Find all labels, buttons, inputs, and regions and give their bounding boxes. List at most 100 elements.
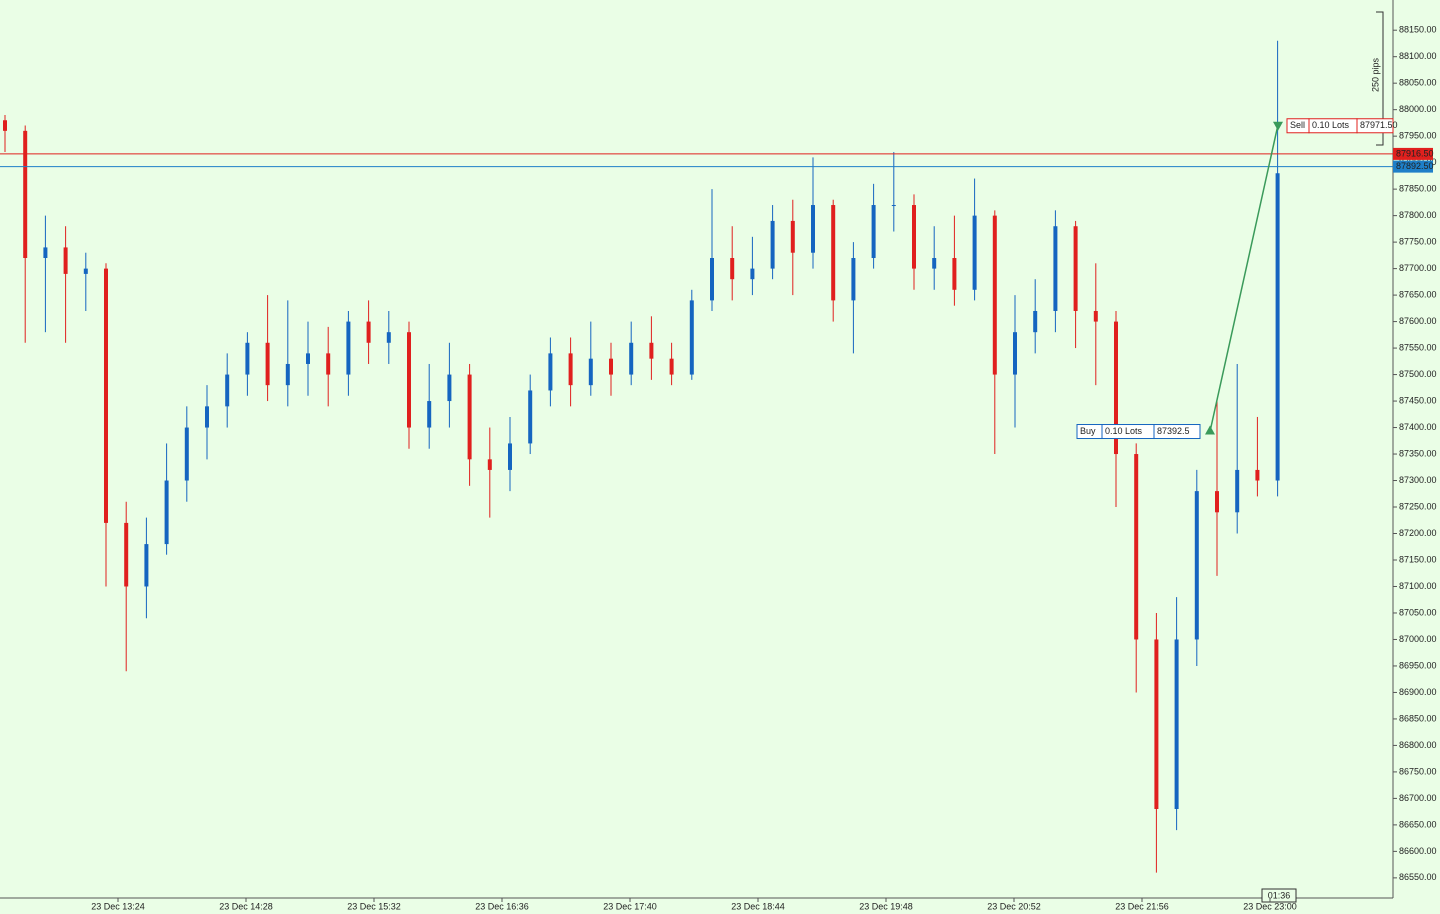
buy-box <box>1153 424 1201 440</box>
sell-arrow <box>1273 121 1283 131</box>
y-tick-label: 86750.00 <box>1399 766 1437 776</box>
y-tick-label: 87800.00 <box>1399 210 1437 220</box>
y-tick-label: 87350.00 <box>1399 448 1437 458</box>
candle-body <box>972 215 977 290</box>
candle-body <box>63 247 68 274</box>
candle-body <box>1174 639 1179 809</box>
y-tick-label: 87000.00 <box>1399 634 1437 644</box>
ruler: 250 pips <box>1370 11 1384 146</box>
candle-body <box>952 258 957 290</box>
candle-body <box>487 459 492 470</box>
y-tick-label: 87050.00 <box>1399 607 1437 617</box>
y-tick-label: 87250.00 <box>1399 501 1437 511</box>
ruler-label: 250 pips <box>1370 57 1380 92</box>
candle-body <box>871 205 876 259</box>
candle-body <box>508 443 512 470</box>
candle-body <box>23 130 28 259</box>
candle-body <box>528 390 533 444</box>
trade-line <box>1209 124 1279 432</box>
candle-body <box>265 342 270 386</box>
candle-body <box>1134 454 1139 640</box>
candle-body <box>669 358 674 375</box>
candle-body <box>548 353 553 391</box>
y-tick-label: 87450.00 <box>1399 395 1437 405</box>
x-tick-label: 23 Dec 23:00 <box>1243 901 1297 911</box>
candle-body <box>386 332 391 343</box>
candle-body <box>285 363 290 386</box>
timer: 01:36 <box>1261 888 1297 903</box>
candle-body <box>467 374 472 460</box>
y-tick-label: 88150.00 <box>1399 25 1437 35</box>
candle-body <box>1215 491 1219 513</box>
x-tick-label: 23 Dec 18:44 <box>731 901 785 911</box>
candle-body <box>790 220 795 253</box>
y-tick-label: 86550.00 <box>1399 872 1437 882</box>
y-tick-label: 86600.00 <box>1399 846 1437 856</box>
candle-body <box>588 358 593 386</box>
sell-label: 0.10 Lots <box>1312 120 1350 130</box>
y-tick-label: 86900.00 <box>1399 687 1437 697</box>
candle-body <box>1235 469 1240 513</box>
candle-body <box>568 353 573 386</box>
candle-body <box>184 427 189 481</box>
candle-body <box>851 258 856 301</box>
candle-body <box>1033 310 1038 333</box>
y-tick-label: 87300.00 <box>1399 475 1437 485</box>
x-tick-label: 23 Dec 13:24 <box>91 901 145 911</box>
y-tick-label: 86850.00 <box>1399 713 1437 723</box>
candle-body <box>1093 310 1098 322</box>
candle-body <box>811 205 815 253</box>
y-tick-label: 87550.00 <box>1399 342 1437 352</box>
timer-label: 01:36 <box>1268 890 1291 900</box>
candle-body <box>730 258 735 280</box>
candle-body <box>447 374 452 402</box>
candle-body <box>1154 639 1159 809</box>
candle-body <box>932 258 937 269</box>
candle-body <box>1275 173 1280 481</box>
x-tick-label: 23 Dec 15:32 <box>347 901 401 911</box>
candle-body <box>83 268 88 274</box>
y-tick-label: 87400.00 <box>1399 422 1437 432</box>
candle-body <box>366 321 371 343</box>
candle-body <box>1114 321 1118 455</box>
x-tick-label: 23 Dec 21:56 <box>1115 901 1169 911</box>
candle-body <box>891 205 896 207</box>
candle-body <box>43 247 48 259</box>
candle-body <box>144 544 149 587</box>
y-tick-label: 87100.00 <box>1399 581 1437 591</box>
candle-body <box>750 268 755 280</box>
y-tick-label: 87500.00 <box>1399 369 1437 379</box>
y-tick-label: 88100.00 <box>1399 51 1437 61</box>
candle-body <box>1194 491 1199 640</box>
candle-body <box>629 342 634 375</box>
sell-label: Sell <box>1290 120 1305 130</box>
y-tick-label: 86950.00 <box>1399 660 1437 670</box>
candle-body <box>225 374 230 407</box>
buy-label: Buy <box>1080 426 1096 436</box>
candle-body <box>427 401 432 428</box>
y-tick-label: 86700.00 <box>1399 793 1437 803</box>
y-tick-label: 86800.00 <box>1399 740 1437 750</box>
price-label: 87916.50 <box>1396 148 1434 158</box>
y-tick-label: 87700.00 <box>1399 263 1437 273</box>
x-tick-label: 23 Dec 19:48 <box>859 901 913 911</box>
y-tick-label: 88000.00 <box>1399 104 1437 114</box>
candle-body <box>770 220 775 269</box>
x-tick-label: 23 Dec 16:36 <box>475 901 529 911</box>
price-label-box <box>1393 147 1433 160</box>
y-tick-label: 87750.00 <box>1399 236 1437 246</box>
buy-arrow <box>1205 425 1215 435</box>
candle-body <box>710 258 714 301</box>
buy-label: 87392.5 <box>1157 426 1190 436</box>
candle-body <box>205 406 209 428</box>
y-tick-label: 88050.00 <box>1399 78 1437 88</box>
candle-body <box>689 300 694 375</box>
y-tick-label: 87950.00 <box>1399 131 1437 141</box>
y-tick-label: 87850.00 <box>1399 184 1437 194</box>
candle-body <box>3 120 7 131</box>
candle-body <box>104 268 108 523</box>
y-tick-label: 87600.00 <box>1399 316 1437 326</box>
candle-body <box>992 215 997 375</box>
